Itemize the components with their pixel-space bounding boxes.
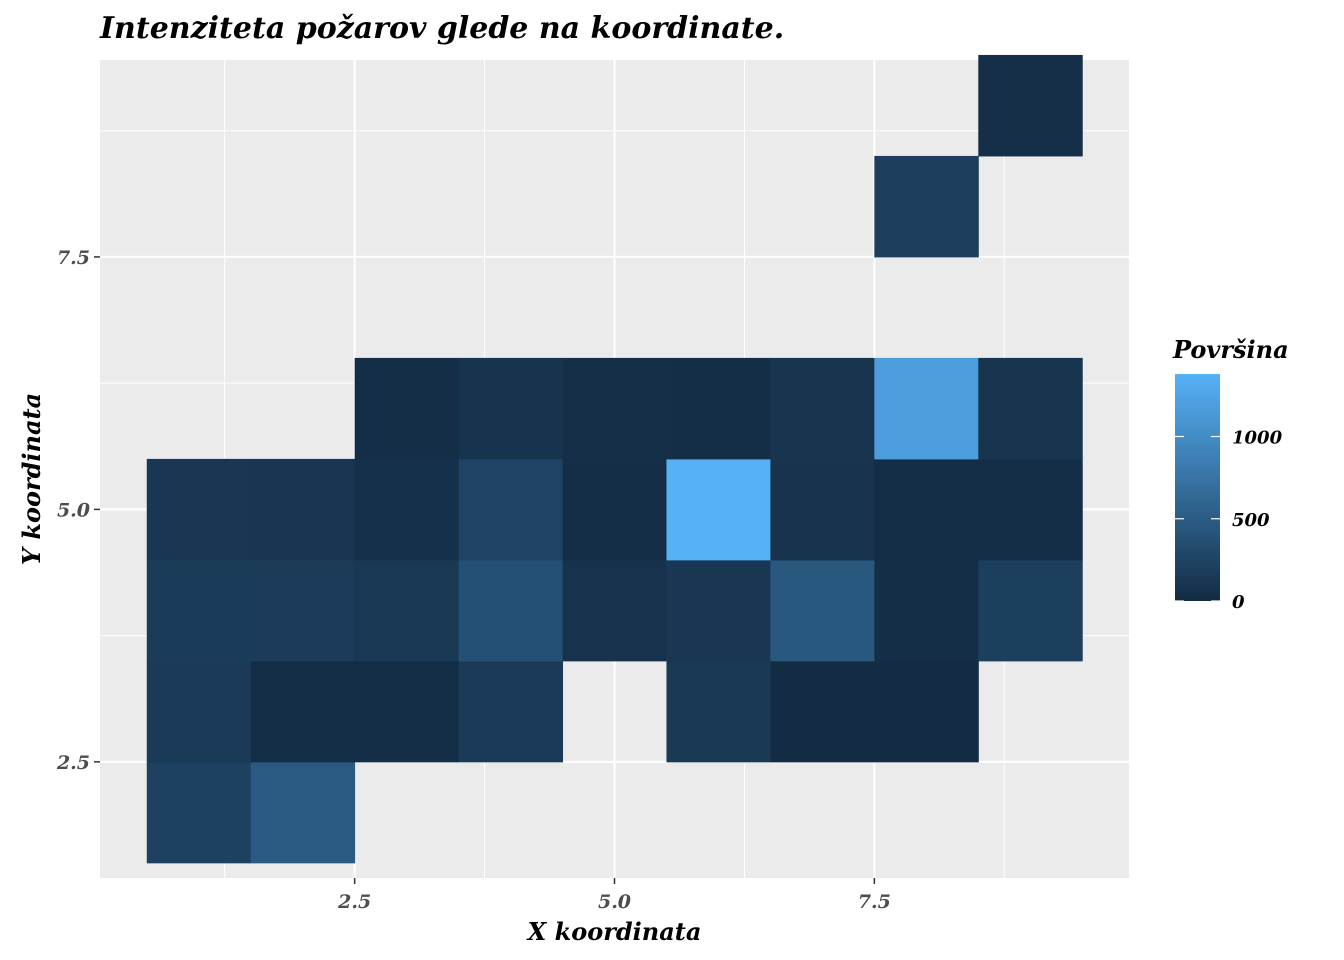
legend-label: 500 <box>1232 510 1270 531</box>
heatmap-cell <box>978 357 1083 460</box>
y-tick-label: 2.5 <box>56 752 90 774</box>
heatmap-cell <box>562 458 667 561</box>
heatmap-cell <box>458 660 564 763</box>
heatmap-cell <box>354 458 460 561</box>
heatmap-cell <box>978 458 1083 561</box>
heatmap-cell <box>770 357 875 460</box>
heatmap-cells <box>146 54 1083 864</box>
heatmap-cell <box>874 458 979 561</box>
y-tick-label: 7.5 <box>57 247 90 269</box>
heatmap-cell <box>770 660 875 763</box>
heatmap-cell <box>874 660 979 763</box>
color-legend: Površina 0 500 1000 <box>1172 335 1289 613</box>
heatmap-cell <box>770 458 875 561</box>
heatmap-cell <box>874 357 979 460</box>
heatmap-cell <box>978 559 1083 662</box>
y-tick-label: 5.0 <box>57 499 90 521</box>
y-axis-title: Y koordinata <box>17 393 46 565</box>
heatmap-cell <box>250 559 356 662</box>
heatmap-cell <box>666 458 771 561</box>
legend-title: Površina <box>1172 335 1289 364</box>
heatmap-cell <box>250 761 356 864</box>
x-tick-label: 7.5 <box>858 891 891 913</box>
heatmap-cell <box>562 559 667 662</box>
heatmap-cell <box>666 559 771 662</box>
chart-title: Intenziteta požarov glede na koordinate. <box>99 11 784 46</box>
heatmap-cell <box>354 559 460 662</box>
heatmap-cell <box>874 559 979 662</box>
x-tick-label: 2.5 <box>337 891 371 913</box>
legend-label: 0 <box>1232 592 1245 613</box>
axes: 2.5 5.0 7.5 2.5 5.0 7.5 <box>56 247 891 913</box>
heatmap-cell <box>562 357 667 460</box>
heatmap-cell <box>250 458 356 561</box>
heatmap-cell <box>874 155 979 258</box>
heatmap-cell <box>770 559 875 662</box>
heatmap-cell <box>978 54 1083 157</box>
heatmap-cell <box>146 458 252 561</box>
heatmap-cell <box>354 357 460 460</box>
heatmap-cell <box>458 559 564 662</box>
heatmap-cell <box>458 458 564 561</box>
heatmap-cell <box>146 660 252 763</box>
heatmap-cell <box>146 761 252 864</box>
heatmap-cell <box>146 559 252 662</box>
heatmap-cell <box>458 357 564 460</box>
heatmap-cell <box>250 660 356 763</box>
heatmap-cell <box>666 660 771 763</box>
legend-ticks: 0 500 1000 <box>1175 428 1283 613</box>
heatmap-cell <box>666 357 771 460</box>
legend-colorbar <box>1175 374 1220 601</box>
x-axis-title: X koordinata <box>526 917 702 946</box>
x-tick-label: 5.0 <box>598 891 631 913</box>
heatmap-cell <box>354 660 460 763</box>
legend-label: 1000 <box>1232 428 1283 449</box>
